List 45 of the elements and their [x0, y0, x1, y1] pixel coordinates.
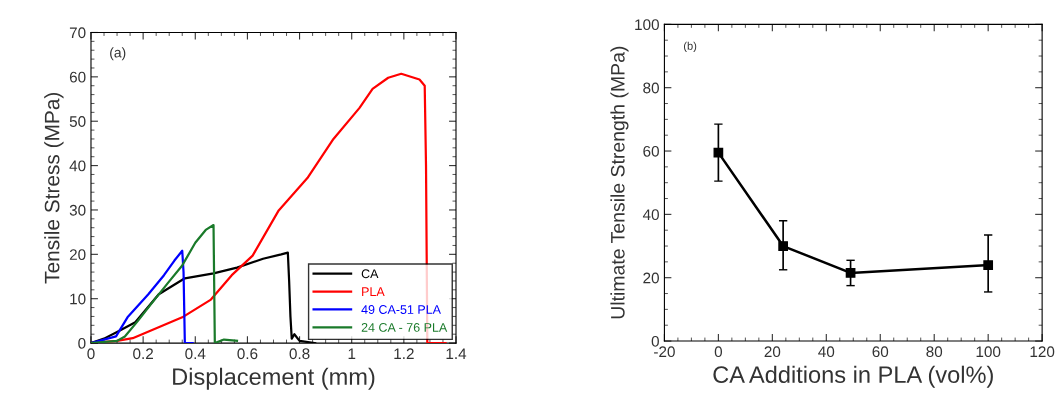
- x-tick-label: 0.2: [133, 348, 153, 360]
- y-tick-label: 0: [651, 335, 659, 347]
- y-axis-title: Ultimate Tensile Strength (MPa): [610, 46, 629, 319]
- y-axis-title: Tensile Stress (MPa): [44, 92, 64, 284]
- legend-label: 49 CA-51 PLA: [361, 305, 441, 314]
- y-tick-label: 80: [643, 82, 659, 94]
- x-axis-title: Displacement (mm): [173, 367, 375, 390]
- x-axis-title: CA Additions in PLA (vol%): [713, 365, 993, 388]
- y-tick-label: 40: [69, 160, 86, 172]
- x-tick-label: 1: [348, 348, 356, 359]
- y-tick-label: 20: [643, 272, 659, 284]
- x-tick-label: 0.6: [237, 348, 258, 360]
- x-tick-label: -20: [654, 346, 675, 358]
- line-series: [90, 249, 194, 344]
- y-tick-label: 10: [70, 293, 86, 305]
- annotation: (a): [110, 47, 126, 61]
- line-series: [90, 223, 239, 344]
- x-tick-label: 1.4: [446, 348, 467, 359]
- legend-label: PLA: [362, 287, 385, 296]
- x-tick-label: 0.8: [289, 348, 310, 360]
- x-tick-label: 120: [1030, 346, 1055, 358]
- x-tick-label: 0: [87, 348, 95, 360]
- annotation: (b): [684, 41, 697, 52]
- y-tick-label: 60: [643, 145, 659, 157]
- point: [778, 241, 788, 251]
- y-tick-label: 70: [69, 27, 86, 39]
- point: [845, 268, 856, 278]
- y-tick-label: 100: [635, 19, 659, 31]
- y-tick-label: 50: [69, 116, 86, 127]
- x-tick-label: 0.4: [185, 348, 206, 360]
- y-tick-label: 0: [78, 337, 86, 349]
- x-tick-label: 40: [818, 346, 835, 358]
- y-tick-label: 20: [69, 249, 86, 261]
- x-tick-label: 20: [764, 346, 781, 358]
- y-tick-label: 40: [642, 209, 659, 221]
- point: [983, 260, 994, 270]
- x-tick-label: 1.2: [394, 348, 414, 359]
- y-tick-label: 60: [69, 71, 86, 83]
- x-tick-label: 0: [714, 346, 723, 358]
- x-tick-label: 80: [926, 346, 943, 358]
- y-tick-label: 30: [69, 204, 86, 216]
- x-tick-label: 60: [872, 346, 889, 358]
- legend-label: 24 CA - 76 PLA: [361, 323, 448, 332]
- x-tick-label: 100: [976, 346, 1001, 358]
- legend-label: CA: [361, 269, 379, 279]
